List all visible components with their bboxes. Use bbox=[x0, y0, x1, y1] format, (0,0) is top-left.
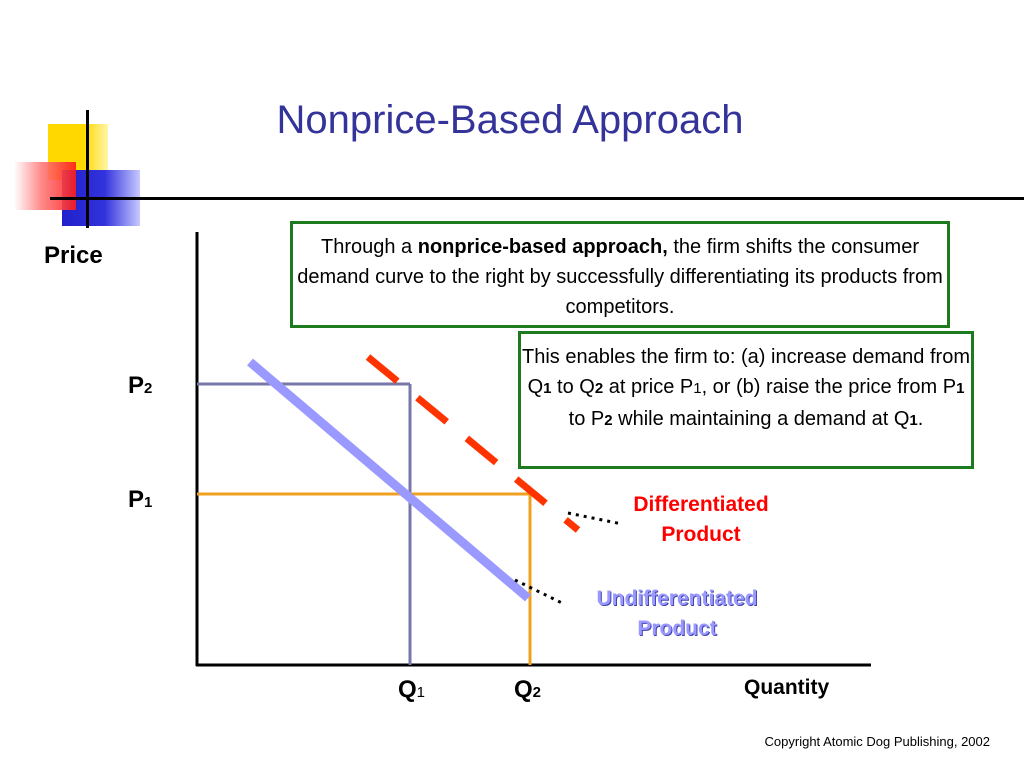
explanation-box: Through a nonprice-based approach, the f… bbox=[290, 221, 950, 328]
x-axis-label: Quantity bbox=[744, 676, 830, 699]
decor-red-square bbox=[14, 162, 76, 210]
differentiated-leader-line bbox=[567, 511, 623, 526]
undifferentiated-leader-line bbox=[514, 578, 563, 605]
outcome-box: This enables the firm to: (a) increase d… bbox=[518, 331, 974, 469]
differentiated-product-label: Differentiated Product bbox=[633, 493, 769, 546]
y-axis-label: Price bbox=[44, 242, 103, 269]
title-rule bbox=[50, 197, 1024, 200]
undifferentiated-demand-curve bbox=[247, 358, 531, 602]
slide-title: Nonprice-Based Approach bbox=[276, 98, 744, 142]
q1-tick-label: Q1 bbox=[398, 676, 426, 703]
decor-vertical-rule bbox=[86, 110, 89, 228]
p2-tick-label: P2 bbox=[128, 372, 153, 399]
p1-tick-label: P1 bbox=[128, 486, 153, 513]
q2-tick-label: Q2 bbox=[514, 676, 542, 703]
differentiated-demand-curve bbox=[365, 354, 581, 533]
copyright-notice: Copyright Atomic Dog Publishing, 2002 bbox=[764, 734, 990, 749]
undifferentiated-product-label: Undifferentiated Product bbox=[596, 587, 758, 640]
